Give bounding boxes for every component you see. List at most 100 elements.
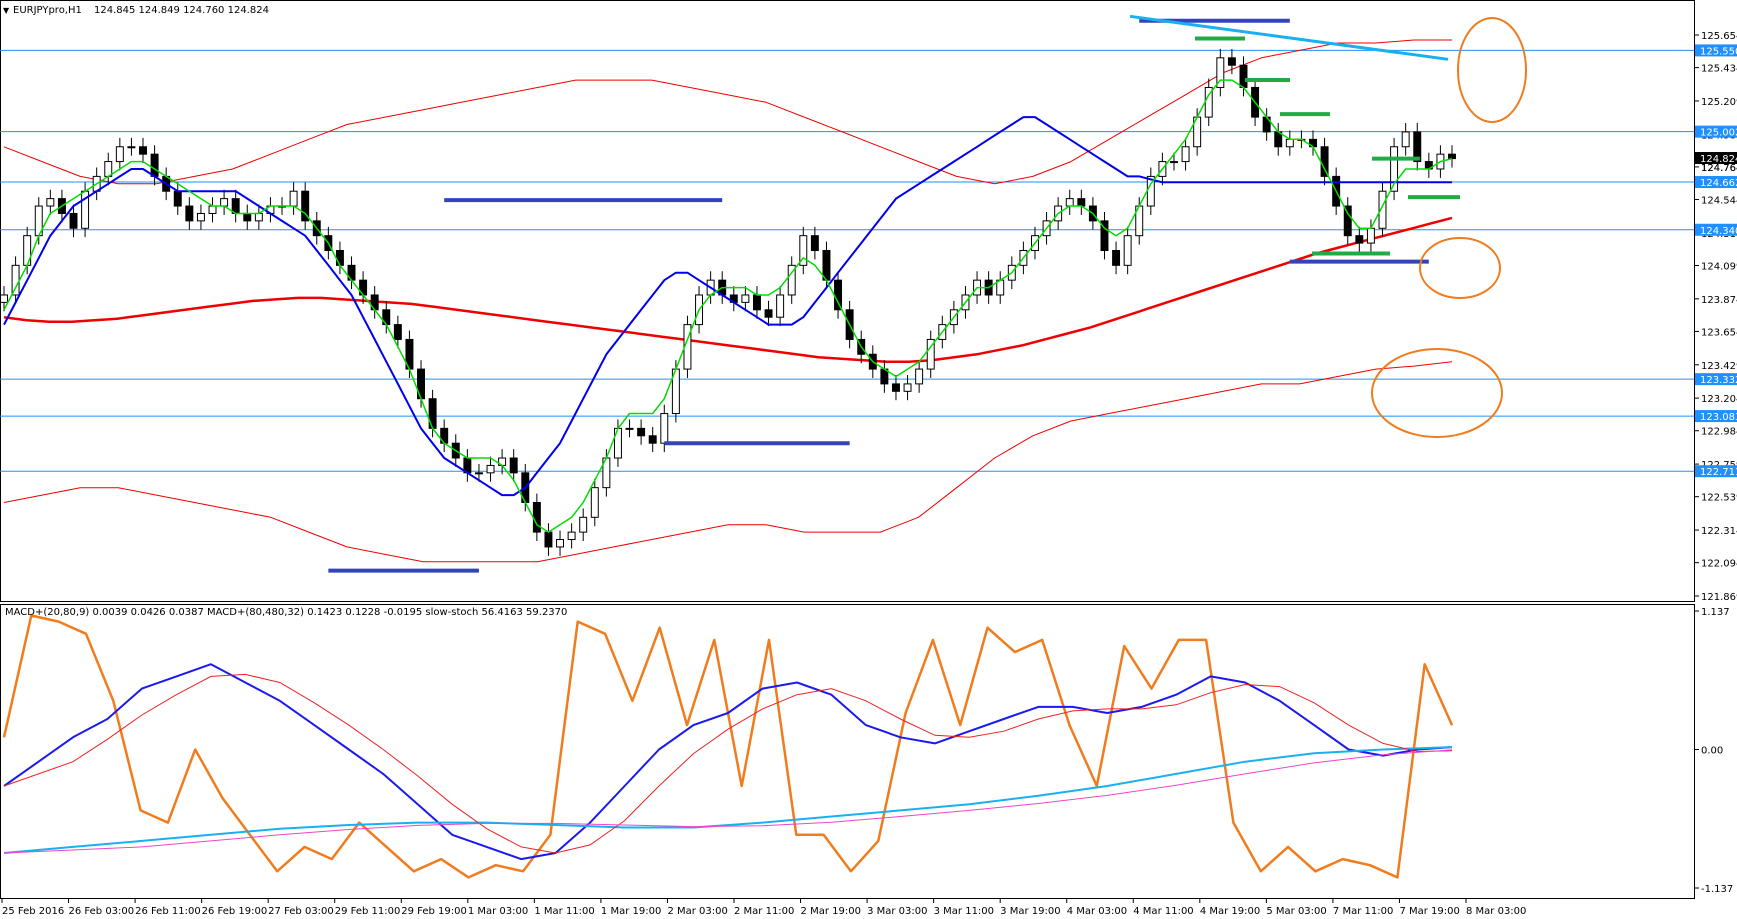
y-tick-label: 122.314 (1701, 526, 1737, 537)
candle (46, 198, 55, 207)
candle (393, 324, 402, 340)
candle (579, 516, 588, 533)
candle (532, 501, 541, 533)
candle (556, 539, 565, 548)
candle (1239, 64, 1248, 88)
candle (799, 235, 808, 266)
highlight-circle (1457, 17, 1527, 123)
bollinger-outer-lower (3, 361, 1453, 563)
indicator-layer (2, 614, 1454, 879)
candle (1366, 227, 1375, 244)
candle (115, 146, 124, 163)
trend-line (1129, 14, 1449, 61)
x-tick-label: 27 Feb 03:00 (268, 906, 334, 917)
indicator-series (3, 663, 1453, 861)
candle (810, 235, 819, 252)
candle (752, 294, 761, 311)
level-tag-label: 125.002 (1700, 128, 1737, 139)
x-tick-label: 29 Feb 19:00 (401, 906, 467, 917)
ema-fast-line (3, 79, 1453, 533)
candle (1401, 131, 1410, 148)
level-tag-label: 125.550 (1700, 46, 1737, 57)
candle (903, 383, 912, 392)
candle (1112, 250, 1121, 266)
candle (915, 368, 924, 385)
y-tick-label: 122.984 (1701, 427, 1737, 438)
collapse-arrow-icon[interactable]: ▼ (3, 6, 10, 15)
candle (150, 153, 159, 177)
level-tag (1695, 465, 1737, 478)
secondary-price-label: 124.764 (1701, 163, 1737, 174)
x-tick-label: 1 Mar 11:00 (534, 906, 594, 917)
candle (1123, 235, 1132, 266)
y-tick-label: 123.654 (1701, 327, 1737, 338)
indicator-label: MACD+(20,80,9) 0.0039 0.0426 0.0387 MACD… (5, 607, 567, 618)
candle (208, 205, 217, 214)
x-tick-label: 4 Mar 11:00 (1133, 906, 1193, 917)
level-tag-label: 123.332 (1700, 375, 1737, 386)
candle (1448, 153, 1456, 160)
x-tick-label: 2 Mar 03:00 (667, 906, 727, 917)
x-tick-label: 8 Mar 03:00 (1466, 906, 1526, 917)
highlight-circle (1419, 237, 1501, 299)
candle (660, 413, 669, 444)
symbol-label: EURJPYpro,H1 (13, 5, 82, 16)
y-tick-label: 122.094 (1701, 559, 1737, 570)
indicator-series (3, 746, 1453, 854)
candle (834, 279, 843, 311)
candle (567, 531, 576, 541)
level-tag (1695, 125, 1737, 138)
x-tick-label: 2 Mar 11:00 (734, 906, 794, 917)
candle (1065, 198, 1074, 207)
y-tick-label: 122.539 (1701, 493, 1737, 504)
y-tick-label: 125.434 (1701, 64, 1737, 75)
candle (254, 212, 263, 222)
x-tick-label: 7 Mar 19:00 (1399, 906, 1459, 917)
candle (1216, 57, 1225, 88)
x-tick-label: 1 Mar 19:00 (601, 906, 661, 917)
candle (1170, 161, 1178, 164)
level-tag (1695, 44, 1737, 57)
candle (648, 435, 657, 444)
candle (486, 464, 495, 474)
ind-y-tick-label: 1.137 (1701, 607, 1730, 618)
y-tick-label: 124.764 (1701, 163, 1737, 174)
current-price-tag (1695, 152, 1737, 165)
x-tick-label: 29 Feb 11:00 (335, 906, 401, 917)
candle (1355, 235, 1364, 244)
y-tick-label: 124.544 (1701, 196, 1737, 207)
ema-slow-line (3, 216, 1453, 363)
candle (764, 309, 773, 318)
x-tick-label: 26 Feb 03:00 (69, 906, 135, 917)
ohlc-readout: 124.845 124.849 124.760 124.824 (94, 5, 269, 16)
x-tick-label: 3 Mar 03:00 (867, 906, 927, 917)
candle (891, 383, 900, 392)
candle (1100, 220, 1109, 252)
x-tick-label: 4 Mar 19:00 (1200, 906, 1260, 917)
candle (625, 427, 634, 430)
candle (544, 531, 553, 548)
y-tick-label: 124.099 (1701, 261, 1737, 272)
candle (590, 487, 599, 518)
main-plot-frame (0, 0, 1695, 602)
candle (185, 205, 194, 222)
x-tick-label: 3 Mar 11:00 (934, 906, 994, 917)
x-tick-label: 2 Mar 19:00 (801, 906, 861, 917)
x-tick-label: 25 Feb 2016 (2, 906, 64, 917)
level-tag (1695, 223, 1737, 236)
candle (11, 264, 20, 296)
candle (0, 294, 8, 303)
candle (474, 472, 483, 475)
candle (741, 294, 750, 303)
indicator-signal (3, 673, 1453, 854)
x-tick-label: 26 Feb 11:00 (135, 906, 201, 917)
x-tick-label: 5 Mar 03:00 (1266, 906, 1326, 917)
ema-mid-line (3, 116, 1452, 497)
candle (1285, 138, 1294, 148)
candle (173, 190, 182, 207)
candle (196, 212, 205, 222)
ind-y-tick-label: 0.00 (1701, 746, 1723, 757)
level-tag-label: 124.662 (1700, 178, 1737, 189)
level-tag (1695, 373, 1737, 386)
